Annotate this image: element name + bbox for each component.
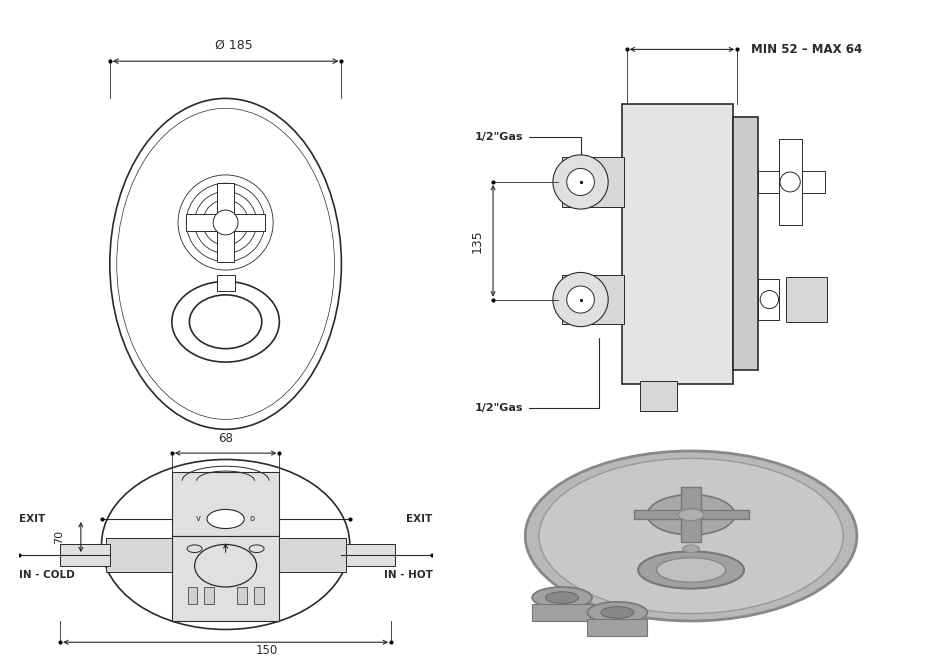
Text: 68: 68 xyxy=(218,432,233,445)
Bar xyxy=(562,157,624,207)
Circle shape xyxy=(207,509,244,529)
Text: 150: 150 xyxy=(256,644,278,657)
Bar xyxy=(640,381,677,410)
Text: MIN 52 – MAX 64: MIN 52 – MAX 64 xyxy=(751,43,862,56)
Circle shape xyxy=(567,169,594,195)
Circle shape xyxy=(553,155,608,209)
Bar xyxy=(188,587,197,604)
Bar xyxy=(532,604,592,621)
Bar xyxy=(634,510,748,519)
Circle shape xyxy=(780,172,800,192)
Bar xyxy=(226,214,265,231)
Text: IN - COLD: IN - COLD xyxy=(19,570,74,580)
Text: EXIT: EXIT xyxy=(19,514,45,524)
Bar xyxy=(172,536,279,621)
Bar xyxy=(562,275,624,325)
Bar xyxy=(172,472,279,536)
Ellipse shape xyxy=(545,592,579,604)
Bar xyxy=(346,544,395,566)
Bar xyxy=(216,275,235,291)
Circle shape xyxy=(760,291,778,309)
Text: Ø 185: Ø 185 xyxy=(215,39,253,52)
Ellipse shape xyxy=(638,551,744,588)
Text: v: v xyxy=(196,515,201,523)
Circle shape xyxy=(213,210,238,235)
Ellipse shape xyxy=(525,451,857,621)
Bar xyxy=(254,587,263,604)
Bar xyxy=(622,104,732,384)
Circle shape xyxy=(678,509,704,521)
Ellipse shape xyxy=(601,607,634,618)
Bar xyxy=(588,619,648,636)
Bar xyxy=(237,587,247,604)
Text: 1/2"Gas: 1/2"Gas xyxy=(475,131,581,154)
Bar xyxy=(732,117,758,370)
Text: o: o xyxy=(250,515,255,523)
Circle shape xyxy=(567,286,594,313)
Bar xyxy=(681,487,701,542)
Circle shape xyxy=(648,495,735,535)
Bar xyxy=(778,139,802,225)
Text: IN - HOT: IN - HOT xyxy=(384,570,432,580)
Bar xyxy=(217,222,234,262)
Bar xyxy=(758,280,778,320)
Bar xyxy=(758,171,824,193)
Bar xyxy=(204,587,214,604)
Text: EXIT: EXIT xyxy=(406,514,432,524)
Text: 1/2"Gas: 1/2"Gas xyxy=(475,339,599,412)
Ellipse shape xyxy=(532,587,592,608)
Ellipse shape xyxy=(656,558,726,582)
Bar xyxy=(105,538,172,572)
Bar xyxy=(217,183,234,222)
Ellipse shape xyxy=(588,602,648,623)
Ellipse shape xyxy=(539,458,843,614)
Bar xyxy=(786,277,827,322)
Bar xyxy=(279,538,346,572)
Circle shape xyxy=(682,545,699,552)
Text: 135: 135 xyxy=(470,229,483,252)
Bar xyxy=(186,214,226,231)
Circle shape xyxy=(553,272,608,327)
Text: 70: 70 xyxy=(55,530,64,544)
Bar xyxy=(60,544,110,566)
